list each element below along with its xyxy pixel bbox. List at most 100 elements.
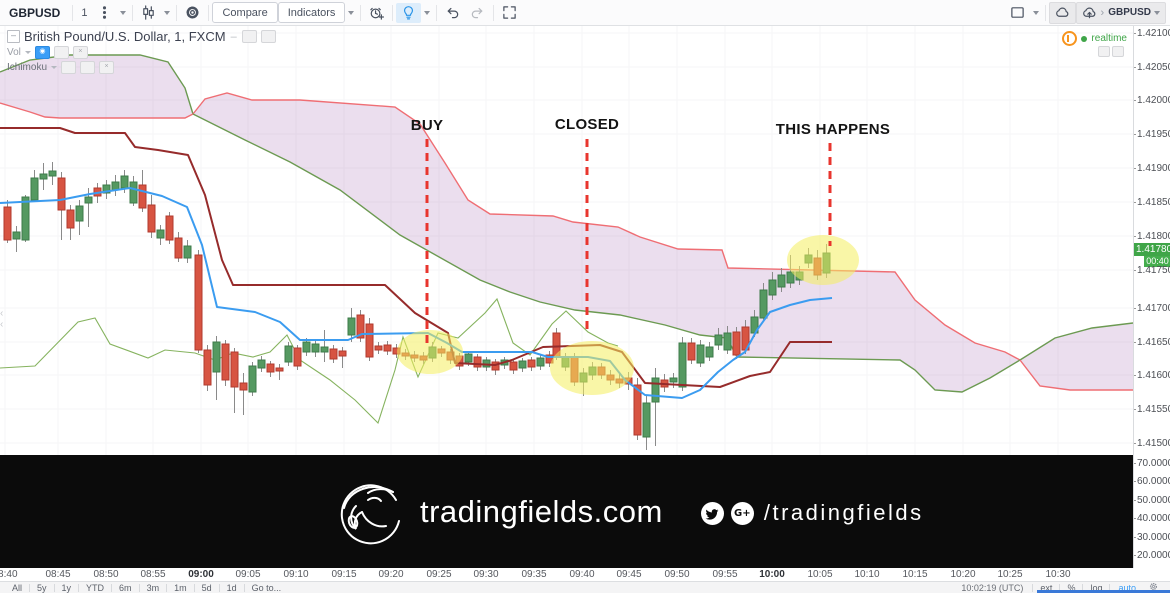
- chevron-down-icon[interactable]: [51, 66, 58, 69]
- time-tick-label: 09:55: [712, 569, 738, 580]
- ichimoku-settings-icon[interactable]: [80, 61, 96, 74]
- time-tick-label: 09:00: [188, 569, 214, 580]
- range-button-1m[interactable]: 1m: [174, 582, 187, 593]
- price-tick-label: 1.42100: [1133, 28, 1170, 39]
- chart-pane[interactable]: – British Pound/U.S. Dollar, 1, FXCM – V…: [0, 26, 1133, 568]
- time-tick-label: 09:50: [664, 569, 690, 580]
- ideas-dropdown[interactable]: [421, 3, 433, 23]
- price-tick-label: 1.41650: [1133, 337, 1170, 348]
- candle-body: [651, 377, 660, 403]
- ichimoku-eye-icon[interactable]: [61, 61, 77, 74]
- price-axis[interactable]: 1.41780 00:40 1.42100 1.42050 1.42000 1.419…: [1133, 26, 1170, 568]
- indicators-button[interactable]: Indicators: [277, 2, 346, 23]
- symbol-button[interactable]: GBPUSD: [9, 5, 61, 20]
- time-tick-label: 10:25: [997, 569, 1023, 580]
- candlestick-style-icon[interactable]: [136, 3, 161, 23]
- date-range-buttons: All 5y 1y YTD 6m 3m 1m 5d 1d: [6, 583, 243, 593]
- cloud-edge-green: [1019, 322, 1133, 361]
- range-button-1d[interactable]: 1d: [226, 582, 237, 593]
- top-toolbar-right: › GBPUSD: [1005, 1, 1166, 24]
- range-button-6m[interactable]: 6m: [119, 582, 132, 593]
- candle-body: [138, 184, 147, 209]
- highlight-ellipse: [550, 341, 634, 395]
- interval-button[interactable]: 1: [81, 6, 88, 19]
- volume-eye-icon[interactable]: ◉: [34, 46, 50, 59]
- legend-volume-row: Vol ◉ ×: [7, 46, 276, 59]
- undo-icon[interactable]: [440, 3, 465, 23]
- layout-select-icon[interactable]: [1005, 3, 1030, 23]
- range-button-5y[interactable]: 5y: [37, 582, 47, 593]
- utc-clock[interactable]: 10:02:19 (UTC): [961, 582, 1024, 593]
- candle-body: [536, 357, 545, 367]
- chevron-down-icon: [348, 10, 355, 15]
- bar-countdown-label: 00:40: [1144, 256, 1170, 267]
- auto-scale-toggle[interactable]: auto: [1118, 582, 1136, 593]
- load-layout-cloud-icon[interactable]: [1048, 1, 1076, 24]
- candle-body: [266, 363, 275, 373]
- collapse-legend-icon[interactable]: –: [7, 30, 20, 43]
- candle-body: [642, 402, 651, 438]
- divider: [138, 583, 140, 592]
- candle-body: [732, 331, 741, 356]
- divider: [193, 583, 195, 592]
- series-more-icon[interactable]: [260, 30, 276, 43]
- fullscreen-icon[interactable]: [497, 3, 522, 23]
- interval-dropdown[interactable]: [117, 3, 129, 23]
- candle-body: [212, 341, 221, 373]
- divider: [243, 583, 245, 592]
- redo-icon[interactable]: [465, 3, 490, 23]
- axis-settings-gear-icon[interactable]: [1143, 582, 1164, 593]
- price-tick-label: 1.41850: [1133, 197, 1170, 208]
- series-settings-icon[interactable]: [241, 30, 257, 43]
- divider: [72, 4, 74, 21]
- percent-scale-toggle[interactable]: %: [1067, 582, 1076, 593]
- cloud-edge-pink: [192, 92, 1021, 361]
- candle-body: [302, 341, 311, 353]
- pause-data-icon[interactable]: [1062, 31, 1078, 46]
- divider: [1109, 583, 1111, 592]
- range-button-ytd[interactable]: YTD: [86, 582, 105, 593]
- range-button-1y[interactable]: 1y: [61, 582, 72, 593]
- chart-title: British Pound/U.S. Dollar, 1, FXCM: [24, 29, 226, 44]
- banner-handle-text: /tradingfields: [763, 500, 924, 525]
- drawing-toolbar-handle[interactable]: ‹ ‹: [0, 308, 4, 330]
- data-settings-icon[interactable]: [1098, 46, 1110, 57]
- candle-body: [120, 175, 129, 189]
- indicators-dropdown[interactable]: [345, 3, 357, 23]
- time-tick-label: 08:40: [0, 569, 18, 580]
- ichimoku-indicator-label[interactable]: Ichimoku: [7, 62, 48, 73]
- legend-title-row: – British Pound/U.S. Dollar, 1, FXCM –: [7, 29, 276, 44]
- layout-dropdown[interactable]: [1030, 3, 1042, 23]
- compare-button[interactable]: Compare: [212, 2, 278, 23]
- hide-series-icon[interactable]: –: [230, 30, 237, 43]
- time-axis[interactable]: 08:40 08:45 08:50 08:55 09:00 09:05 09:10 09:15…: [0, 568, 1133, 581]
- candlestick-chart-canvas[interactable]: [0, 26, 1133, 568]
- kebab-menu-icon[interactable]: [92, 3, 117, 23]
- add-alert-icon[interactable]: [364, 3, 389, 23]
- ichimoku-cloud: [193, 93, 1020, 392]
- chart-style-dropdown[interactable]: [161, 3, 173, 23]
- range-button-3m[interactable]: 3m: [146, 582, 160, 593]
- candle-body: [12, 231, 21, 240]
- tenkan-sen-line: [0, 187, 833, 399]
- candle-body: [30, 177, 39, 201]
- goto-button[interactable]: Go to...: [251, 582, 282, 593]
- ichimoku-close-icon[interactable]: ×: [99, 61, 115, 74]
- range-button-all[interactable]: All: [12, 582, 23, 593]
- volume-close-icon[interactable]: ×: [72, 46, 88, 59]
- time-tick-label: 09:40: [569, 569, 595, 580]
- bull-logo: [340, 483, 400, 544]
- candle-body: [518, 360, 527, 369]
- ideas-bulb-icon[interactable]: [396, 2, 422, 23]
- chevron-down-icon[interactable]: [24, 51, 31, 54]
- save-layout-button[interactable]: › GBPUSD: [1075, 1, 1166, 24]
- data-more-icon[interactable]: [1112, 46, 1124, 57]
- log-scale-toggle[interactable]: log: [1090, 582, 1103, 593]
- volume-indicator-label[interactable]: Vol: [7, 47, 21, 58]
- candle-body: [248, 365, 257, 393]
- range-button-5d[interactable]: 5d: [201, 582, 212, 593]
- extended-hours-toggle[interactable]: ext: [1040, 582, 1053, 593]
- chart-properties-gear-icon[interactable]: [180, 3, 205, 23]
- volume-settings-icon[interactable]: [53, 46, 69, 59]
